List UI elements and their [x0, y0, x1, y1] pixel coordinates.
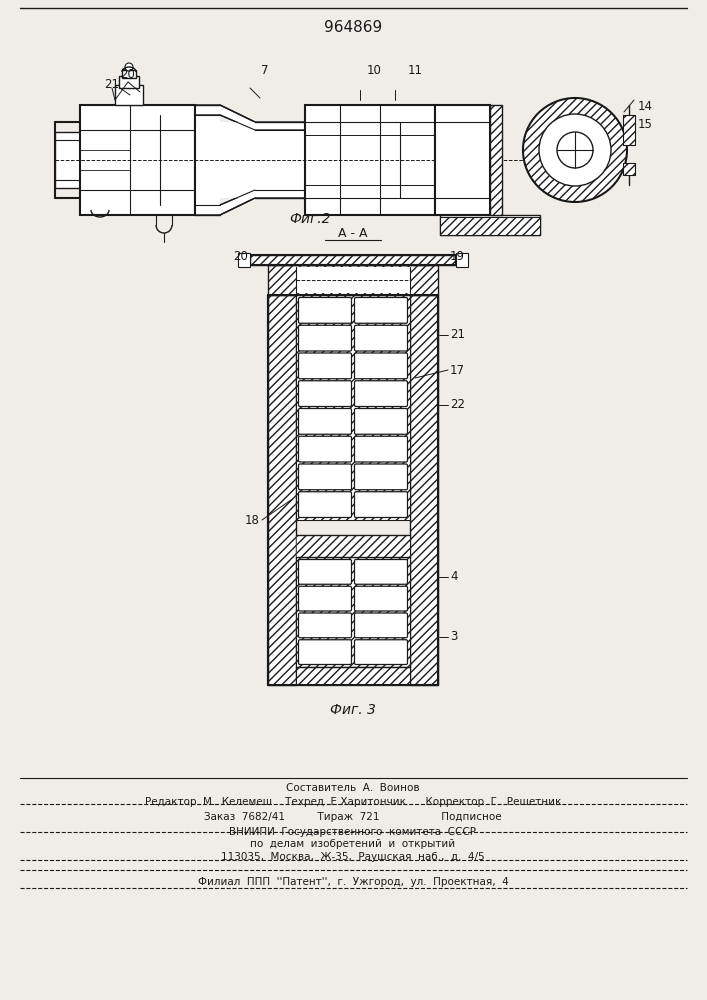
FancyBboxPatch shape	[354, 464, 407, 490]
Bar	[440, 215, 540, 235]
Text: ВНИИПИ  Государственного  комитета  СССР: ВНИИПИ Государственного комитета СССР	[230, 827, 477, 837]
Text: 20: 20	[233, 250, 248, 263]
Text: 21: 21	[450, 328, 465, 342]
Bar	[115, 85, 143, 105]
Bar	[410, 295, 438, 685]
Bar	[122, 70, 136, 78]
Bar	[623, 115, 635, 145]
Bar	[296, 295, 410, 520]
Bar	[296, 295, 410, 520]
FancyBboxPatch shape	[354, 560, 407, 584]
FancyBboxPatch shape	[298, 325, 351, 351]
Polygon shape	[195, 105, 305, 130]
Bar	[296, 667, 410, 685]
Bar	[490, 105, 502, 215]
Text: Редактор  М.  Келемеш    Техред  Е.Харитончик      Корректор  Г.  Решетник: Редактор М. Келемеш Техред Е.Харитончик …	[145, 797, 561, 807]
Text: Фиг.2: Фиг.2	[289, 212, 331, 226]
FancyBboxPatch shape	[298, 298, 351, 323]
Bar	[268, 295, 296, 685]
Text: 964869: 964869	[324, 20, 382, 35]
FancyBboxPatch shape	[298, 408, 351, 434]
FancyBboxPatch shape	[354, 640, 407, 664]
FancyBboxPatch shape	[298, 560, 351, 584]
Bar	[623, 163, 635, 175]
Bar	[195, 115, 220, 205]
FancyBboxPatch shape	[354, 436, 407, 462]
Bar	[435, 105, 490, 215]
Text: 11: 11	[407, 64, 423, 77]
FancyBboxPatch shape	[298, 613, 351, 638]
FancyBboxPatch shape	[298, 492, 351, 518]
Text: 10: 10	[366, 64, 382, 77]
FancyBboxPatch shape	[354, 353, 407, 379]
FancyBboxPatch shape	[354, 613, 407, 638]
Bar	[440, 217, 540, 235]
FancyBboxPatch shape	[298, 464, 351, 490]
Bar	[623, 115, 635, 145]
Bar	[296, 535, 410, 557]
Text: Составитель  А.  Воинов: Составитель А. Воинов	[286, 783, 420, 793]
FancyBboxPatch shape	[298, 353, 351, 379]
Circle shape	[539, 114, 611, 186]
Bar	[255, 130, 305, 190]
Bar	[55, 132, 83, 188]
Bar	[305, 105, 435, 215]
Text: 15: 15	[638, 117, 653, 130]
Bar	[296, 535, 410, 557]
Bar	[296, 557, 410, 667]
Bar	[238, 253, 250, 267]
Bar	[490, 105, 502, 215]
Bar	[296, 557, 410, 667]
Bar	[456, 253, 468, 267]
Text: 22: 22	[450, 398, 465, 412]
Text: Фиг. 3: Фиг. 3	[330, 703, 376, 717]
Text: А - А: А - А	[338, 227, 368, 240]
Bar	[268, 265, 438, 295]
Circle shape	[523, 98, 627, 202]
Polygon shape	[195, 190, 305, 215]
Text: 20: 20	[121, 68, 136, 82]
Circle shape	[125, 63, 133, 71]
Text: 3: 3	[450, 631, 457, 644]
Text: Филиал  ППП  ''Патент'',  г.  Ужгород,  ул.  Проектная,  4: Филиал ППП ''Патент'', г. Ужгород, ул. П…	[198, 877, 508, 887]
Bar	[242, 255, 250, 263]
Text: 4: 4	[450, 570, 457, 584]
FancyBboxPatch shape	[354, 325, 407, 351]
Bar	[296, 267, 410, 293]
Bar	[268, 295, 296, 685]
FancyBboxPatch shape	[298, 436, 351, 462]
Bar	[220, 122, 255, 198]
Bar	[440, 217, 540, 235]
FancyBboxPatch shape	[354, 492, 407, 518]
FancyBboxPatch shape	[354, 408, 407, 434]
FancyBboxPatch shape	[298, 640, 351, 664]
Text: по  делам  изобретений  и  открытий: по делам изобретений и открытий	[250, 839, 455, 849]
Bar	[250, 255, 456, 265]
Bar	[623, 163, 635, 175]
FancyBboxPatch shape	[354, 586, 407, 611]
Bar	[410, 295, 438, 685]
Text: 21: 21	[105, 79, 119, 92]
Bar	[250, 255, 456, 265]
FancyBboxPatch shape	[298, 381, 351, 406]
Bar	[119, 76, 139, 88]
FancyBboxPatch shape	[298, 586, 351, 611]
Text: 18: 18	[245, 514, 260, 526]
Bar	[296, 667, 410, 685]
FancyBboxPatch shape	[354, 298, 407, 323]
Text: 7: 7	[262, 64, 269, 77]
FancyBboxPatch shape	[354, 381, 407, 406]
Bar	[80, 105, 195, 215]
Text: 14: 14	[638, 101, 653, 113]
Text: 17: 17	[450, 363, 465, 376]
Text: 113035,  Москва,  Ж-35,  Раушская  наб.,  д.  4/5: 113035, Москва, Ж-35, Раушская наб., д. …	[221, 852, 485, 862]
Bar	[268, 265, 438, 295]
Text: Заказ  7682/41          Тираж  721                   Подписное: Заказ 7682/41 Тираж 721 Подписное	[204, 812, 502, 822]
Text: 19: 19	[450, 250, 465, 263]
